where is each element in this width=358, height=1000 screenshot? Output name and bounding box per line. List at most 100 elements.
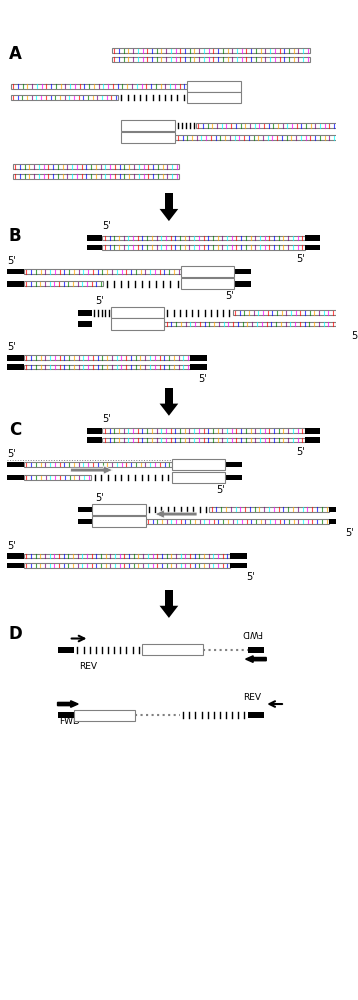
FancyBboxPatch shape [187, 92, 241, 103]
Text: 5': 5' [7, 541, 16, 551]
Bar [87, 437, 102, 443]
FancyBboxPatch shape [24, 281, 103, 286]
FancyArrow shape [71, 466, 113, 474]
Bar [78, 310, 92, 316]
FancyBboxPatch shape [187, 81, 241, 92]
Bar [87, 245, 102, 250]
Bar [7, 364, 24, 370]
Bar [78, 321, 92, 327]
FancyBboxPatch shape [92, 516, 145, 527]
Bar [58, 647, 74, 653]
Text: 5': 5' [247, 572, 255, 582]
Text: A: A [9, 45, 22, 63]
FancyBboxPatch shape [24, 462, 172, 467]
Bar [329, 507, 343, 512]
Bar [7, 563, 24, 568]
Text: 5': 5' [95, 296, 104, 306]
Text: B: B [9, 227, 21, 245]
Text: 5': 5' [226, 291, 234, 301]
Bar [329, 519, 343, 524]
Text: REV: REV [243, 693, 261, 702]
Bar [165, 590, 173, 606]
FancyBboxPatch shape [196, 123, 346, 128]
Bar [87, 235, 102, 241]
Bar [7, 269, 24, 274]
Bar [230, 563, 247, 568]
Text: FWD: FWD [242, 628, 262, 637]
Bar [305, 245, 320, 250]
FancyArrow shape [58, 701, 78, 707]
FancyBboxPatch shape [172, 472, 225, 483]
Polygon shape [160, 209, 178, 221]
FancyBboxPatch shape [111, 318, 164, 330]
Bar [190, 364, 207, 370]
Bar [58, 712, 74, 718]
Text: 5': 5' [216, 485, 225, 495]
Bar [305, 235, 320, 241]
Text: 5': 5' [352, 331, 358, 341]
FancyBboxPatch shape [102, 236, 305, 240]
FancyBboxPatch shape [145, 519, 329, 524]
Text: 5': 5' [296, 254, 305, 264]
Polygon shape [160, 606, 178, 618]
FancyBboxPatch shape [24, 554, 230, 558]
Text: 5': 5' [95, 493, 104, 503]
FancyBboxPatch shape [13, 164, 179, 169]
Text: D: D [9, 625, 23, 643]
FancyBboxPatch shape [164, 322, 335, 326]
Bar [225, 475, 242, 480]
Text: 5': 5' [296, 447, 305, 457]
Bar [165, 193, 173, 209]
FancyBboxPatch shape [209, 507, 329, 512]
Text: 5': 5' [345, 528, 354, 538]
FancyBboxPatch shape [142, 644, 203, 655]
Bar [234, 269, 251, 274]
FancyBboxPatch shape [181, 266, 234, 277]
Bar [225, 462, 242, 467]
FancyBboxPatch shape [233, 310, 335, 315]
FancyBboxPatch shape [121, 132, 175, 143]
FancyBboxPatch shape [24, 355, 190, 360]
Bar [87, 428, 102, 434]
FancyBboxPatch shape [24, 475, 91, 480]
Text: REV: REV [79, 662, 97, 671]
Bar [165, 388, 173, 404]
FancyBboxPatch shape [102, 245, 305, 250]
FancyArrow shape [155, 510, 197, 518]
FancyBboxPatch shape [24, 269, 181, 274]
Bar [247, 712, 264, 718]
Polygon shape [160, 404, 178, 416]
FancyBboxPatch shape [24, 365, 190, 369]
FancyArrow shape [246, 656, 266, 662]
FancyBboxPatch shape [175, 135, 346, 140]
Text: 5': 5' [7, 449, 16, 459]
Text: 5': 5' [102, 414, 111, 424]
FancyBboxPatch shape [92, 504, 145, 515]
FancyBboxPatch shape [24, 563, 230, 568]
Bar [78, 507, 92, 512]
Bar [234, 281, 251, 287]
FancyBboxPatch shape [11, 84, 187, 89]
FancyBboxPatch shape [102, 428, 305, 433]
FancyBboxPatch shape [172, 459, 225, 470]
FancyBboxPatch shape [13, 174, 179, 179]
Text: FWD: FWD [59, 717, 80, 726]
Bar [335, 321, 349, 327]
Bar [78, 519, 92, 524]
Bar [230, 553, 247, 559]
Text: 5': 5' [199, 374, 207, 384]
Bar [247, 647, 264, 653]
FancyBboxPatch shape [111, 307, 164, 318]
FancyBboxPatch shape [102, 438, 305, 442]
Bar [7, 281, 24, 287]
Bar [305, 428, 320, 434]
FancyBboxPatch shape [121, 120, 175, 131]
Bar [335, 310, 349, 316]
Bar [7, 553, 24, 559]
Bar [7, 462, 24, 467]
Bar [7, 475, 24, 480]
FancyBboxPatch shape [11, 95, 118, 100]
Bar [305, 437, 320, 443]
FancyBboxPatch shape [181, 278, 234, 289]
Bar [190, 355, 207, 361]
